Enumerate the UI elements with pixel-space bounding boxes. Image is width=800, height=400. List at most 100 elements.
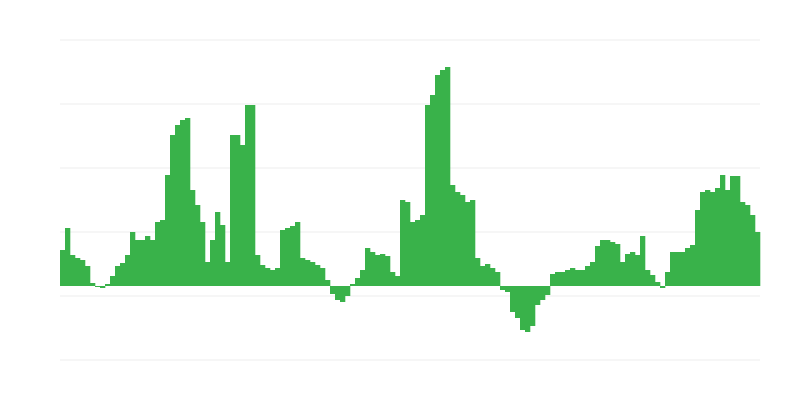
bar bbox=[185, 118, 191, 286]
bar bbox=[470, 200, 476, 286]
bar bbox=[105, 284, 111, 286]
bar bbox=[500, 286, 506, 290]
bar bbox=[465, 202, 471, 286]
bar bbox=[405, 202, 411, 286]
bar bbox=[665, 272, 671, 286]
bar bbox=[425, 105, 431, 286]
bar bbox=[120, 263, 126, 286]
bar bbox=[415, 220, 421, 286]
bar bbox=[655, 282, 661, 286]
bar bbox=[550, 274, 556, 286]
bar bbox=[690, 245, 696, 286]
bar bbox=[475, 258, 481, 286]
bar bbox=[315, 265, 321, 286]
bar bbox=[250, 105, 256, 286]
bar bbox=[545, 286, 551, 295]
bar bbox=[680, 252, 686, 286]
bar bbox=[340, 286, 346, 302]
bar bbox=[445, 67, 451, 286]
bar bbox=[595, 246, 601, 286]
bar bbox=[135, 240, 141, 286]
bar bbox=[300, 258, 306, 286]
bar bbox=[130, 232, 136, 286]
bar bbox=[560, 272, 566, 286]
bar bbox=[505, 286, 511, 292]
bar bbox=[320, 268, 326, 286]
bar bbox=[115, 266, 121, 286]
bar bbox=[615, 244, 621, 286]
bar bbox=[670, 252, 676, 286]
bar bbox=[700, 192, 706, 286]
bar bbox=[245, 105, 251, 286]
bar bbox=[280, 230, 286, 286]
bar bbox=[620, 262, 626, 286]
bar bbox=[100, 286, 106, 288]
bar bbox=[730, 176, 736, 286]
bar bbox=[400, 200, 406, 286]
bar bbox=[720, 175, 726, 286]
bar bbox=[605, 240, 611, 286]
bar bbox=[410, 222, 416, 286]
bar bbox=[705, 190, 711, 286]
bar bbox=[75, 258, 81, 286]
bar bbox=[645, 270, 651, 286]
bar bbox=[70, 255, 76, 286]
bar bbox=[515, 286, 521, 318]
bar bbox=[305, 260, 311, 286]
bar bbox=[565, 270, 571, 286]
bar bbox=[240, 145, 246, 286]
bar bbox=[710, 192, 716, 286]
bar bbox=[455, 192, 461, 286]
bar bbox=[685, 248, 691, 286]
bar bbox=[230, 135, 236, 286]
bar bbox=[585, 266, 591, 286]
bar bbox=[140, 240, 146, 286]
bar bbox=[435, 75, 441, 286]
bar bbox=[325, 280, 331, 286]
bar bbox=[450, 185, 456, 286]
bar bbox=[255, 255, 261, 286]
bar bbox=[380, 254, 386, 286]
bar bbox=[275, 268, 281, 286]
bar bbox=[125, 255, 131, 286]
bar bbox=[215, 212, 221, 286]
bar bbox=[360, 270, 366, 286]
bar bbox=[385, 256, 391, 286]
bar bbox=[660, 286, 666, 288]
bar bbox=[440, 70, 446, 286]
bar bbox=[555, 272, 561, 286]
bar bbox=[90, 283, 96, 286]
bar bbox=[310, 262, 316, 286]
bar bbox=[210, 240, 216, 286]
bar bbox=[610, 242, 616, 286]
bar bbox=[480, 266, 486, 286]
bar bbox=[420, 215, 426, 286]
bar bbox=[575, 270, 581, 286]
bar bbox=[195, 205, 201, 286]
bar bbox=[190, 190, 196, 286]
bar bbox=[170, 135, 176, 286]
bar bbox=[345, 286, 351, 296]
bar bbox=[390, 272, 396, 286]
bar bbox=[430, 95, 436, 286]
bar bbox=[520, 286, 526, 330]
bar bbox=[740, 202, 746, 286]
bar bbox=[160, 220, 166, 286]
bar bbox=[695, 210, 701, 286]
bar bbox=[725, 190, 731, 286]
bar bbox=[175, 125, 181, 286]
bar bbox=[525, 286, 531, 332]
bar bbox=[745, 205, 751, 286]
bars bbox=[60, 67, 761, 332]
bar bbox=[235, 135, 241, 286]
bar bbox=[80, 260, 86, 286]
bar bbox=[750, 215, 756, 286]
bar bbox=[640, 236, 646, 286]
bar bbox=[265, 268, 271, 286]
bar bbox=[145, 236, 151, 286]
bar bbox=[260, 265, 266, 286]
bar bbox=[290, 226, 296, 286]
bar bbox=[395, 276, 401, 286]
bar bbox=[95, 286, 101, 287]
